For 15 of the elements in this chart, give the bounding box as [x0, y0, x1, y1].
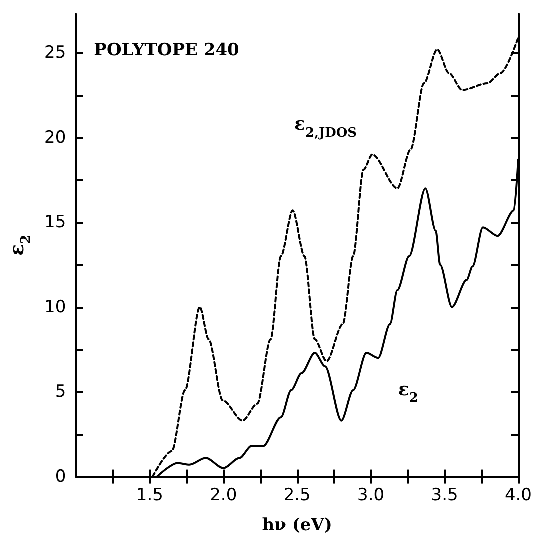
x-tick-label: 1.5: [136, 485, 164, 506]
x-tick-label: 4.0: [504, 485, 532, 506]
x-tick-label: 2.0: [210, 485, 238, 506]
y-tick-label: 20: [44, 128, 66, 148]
y-axis-title: ε2: [6, 234, 35, 256]
annotation: POLYTOPE 240: [94, 40, 240, 61]
y-tick-label: 5: [55, 382, 66, 402]
y-tick-label: 10: [44, 297, 66, 318]
x-tick-label: 2.5: [284, 485, 311, 506]
x-tick-label: 3.5: [431, 485, 458, 506]
y-tick-label: 15: [44, 212, 66, 233]
x-tick-label: 3.0: [358, 485, 385, 506]
x-axis-title: hν (eV): [262, 516, 332, 536]
y-tick-label: 25: [44, 42, 66, 63]
y-tick-label: 0: [55, 466, 66, 487]
